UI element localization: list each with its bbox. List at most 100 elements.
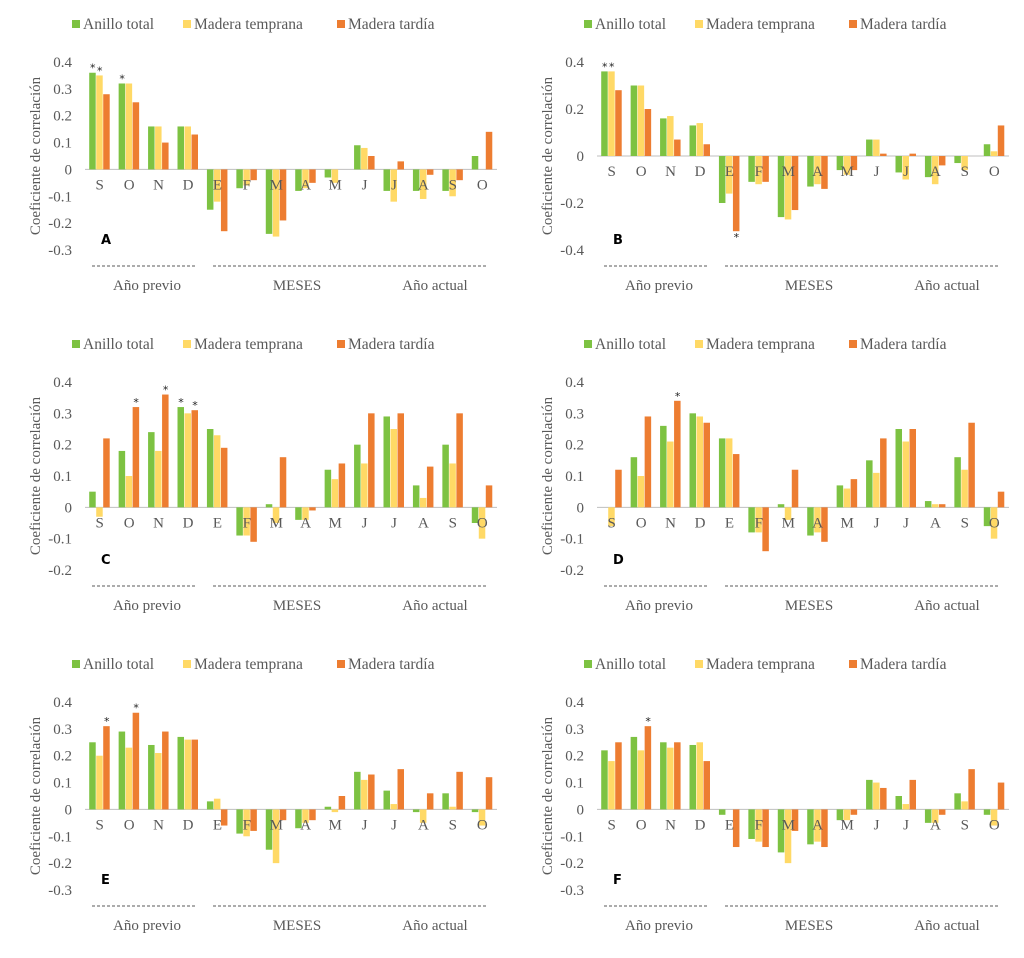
y-tick-label: 0 xyxy=(577,802,585,818)
bar-c-madera-tard-a-3 xyxy=(192,410,199,507)
bar-f-madera-tard-a-11 xyxy=(939,809,946,814)
legend-swatch xyxy=(849,340,857,348)
bar-c-madera-tard-a-1 xyxy=(133,407,140,507)
bar-d-anillo-total-11 xyxy=(925,501,932,507)
bar-e-anillo-total-4 xyxy=(207,801,214,809)
legend-swatch xyxy=(72,20,80,28)
legend-item-1: Madera temprana xyxy=(695,656,815,673)
y-tick-label: -0.1 xyxy=(48,829,72,845)
x-tick-label: M xyxy=(782,817,795,833)
legend-item-0: Anillo total xyxy=(72,336,154,353)
x-tick-label: S xyxy=(961,164,969,180)
bar-f-anillo-total-4 xyxy=(719,809,726,814)
significance-marker: * xyxy=(133,396,139,409)
legend-swatch xyxy=(584,660,592,668)
bar-c-anillo-total-0 xyxy=(89,492,96,508)
x-tick-label: D xyxy=(695,817,706,833)
panel-letter: C xyxy=(101,553,111,568)
bar-b-madera-tard-a-10 xyxy=(910,154,917,156)
significance-marker: * xyxy=(178,396,184,409)
legend-swatch xyxy=(337,660,345,668)
y-tick-label: 0 xyxy=(65,802,73,818)
bar-a-madera-temprana-0 xyxy=(96,75,103,169)
bar-e-madera-tard-a-10 xyxy=(398,769,405,809)
group-label-2: Año actual xyxy=(914,278,979,294)
y-tick-label: -0.1 xyxy=(48,532,72,548)
panel-letter: F xyxy=(613,873,622,888)
bar-f-madera-temprana-10 xyxy=(903,804,910,809)
bar-c-madera-temprana-10 xyxy=(391,429,398,507)
bar-c-madera-temprana-3 xyxy=(185,413,192,507)
bar-d-anillo-total-6 xyxy=(778,504,785,507)
bar-f-anillo-total-12 xyxy=(954,793,961,809)
y-axis-label: Coeficiente de correlación xyxy=(28,716,44,875)
x-tick-label: A xyxy=(930,515,941,531)
x-tick-label: A xyxy=(300,817,311,833)
y-tick-label: 0.2 xyxy=(565,438,584,454)
bar-f-madera-temprana-0 xyxy=(608,761,615,809)
bar-b-madera-tard-a-9 xyxy=(880,154,887,156)
y-axis-label: Coeficiente de correlación xyxy=(28,76,44,235)
bar-d-madera-tard-a-9 xyxy=(880,438,887,507)
bar-e-madera-tard-a-9 xyxy=(368,775,375,810)
y-tick-label: -0.2 xyxy=(560,856,584,872)
y-tick-label: -0.3 xyxy=(48,883,72,899)
legend-label: Madera tardía xyxy=(860,656,947,673)
legend-swatch xyxy=(183,340,191,348)
bar-f-madera-temprana-1 xyxy=(638,750,644,809)
bar-e-anillo-total-11 xyxy=(413,809,420,812)
y-tick-label: -0.2 xyxy=(48,563,72,579)
bar-e-madera-temprana-8 xyxy=(332,809,339,812)
group-label-2: Año actual xyxy=(914,918,979,934)
x-tick-label: A xyxy=(418,515,429,531)
bar-d-madera-tard-a-1 xyxy=(645,416,652,507)
legend-swatch xyxy=(695,660,703,668)
bar-d-madera-temprana-9 xyxy=(873,473,880,507)
y-axis-label: Coeficiente de correlación xyxy=(540,76,556,235)
bar-d-madera-temprana-11 xyxy=(932,504,939,507)
bar-e-madera-tard-a-12 xyxy=(456,772,463,810)
y-tick-label: 0.4 xyxy=(565,695,584,711)
bar-d-madera-tard-a-5 xyxy=(762,507,769,551)
bar-e-madera-temprana-2 xyxy=(155,753,162,809)
bar-e-anillo-total-0 xyxy=(89,742,96,809)
group-label-0: Año previo xyxy=(113,918,181,934)
bar-d-madera-tard-a-6 xyxy=(792,470,799,508)
significance-marker: * xyxy=(163,384,169,397)
bar-a-madera-tard-a-3 xyxy=(192,135,199,170)
y-tick-label: -0.2 xyxy=(560,563,584,579)
y-tick-label: 0.1 xyxy=(53,776,72,792)
bar-f-madera-tard-a-3 xyxy=(704,761,711,809)
x-tick-label: M xyxy=(328,817,341,833)
bar-c-madera-tard-a-12 xyxy=(456,413,463,507)
x-tick-label: E xyxy=(725,164,734,180)
x-tick-label: D xyxy=(695,515,706,531)
legend-item-2: Madera tardía xyxy=(337,16,435,33)
y-tick-label: -0.1 xyxy=(48,189,72,205)
bar-b-madera-tard-a-13 xyxy=(998,125,1005,156)
group-label-1: MESES xyxy=(273,278,321,294)
x-tick-label: J xyxy=(874,817,880,833)
x-tick-label: M xyxy=(328,177,341,193)
x-tick-label: O xyxy=(124,177,135,193)
legend-swatch xyxy=(183,20,191,28)
x-tick-label: O xyxy=(477,515,488,531)
bar-b-anillo-total-1 xyxy=(631,86,638,157)
bar-e-madera-tard-a-2 xyxy=(162,732,169,810)
legend-label: Madera temprana xyxy=(706,656,815,673)
x-tick-label: F xyxy=(755,515,763,531)
bar-a-anillo-total-0 xyxy=(89,73,96,170)
x-tick-label: D xyxy=(183,177,194,193)
bar-d-madera-temprana-10 xyxy=(903,442,910,508)
bar-e-madera-tard-a-8 xyxy=(339,796,346,809)
significance-marker: * xyxy=(645,715,651,728)
x-tick-label: O xyxy=(636,515,647,531)
bar-f-madera-tard-a-9 xyxy=(880,788,887,809)
y-tick-label: 0 xyxy=(577,500,585,516)
y-tick-label: 0.3 xyxy=(53,406,72,422)
bar-d-anillo-total-8 xyxy=(837,485,844,507)
bar-b-madera-temprana-2 xyxy=(667,116,674,156)
legend-swatch xyxy=(849,20,857,28)
